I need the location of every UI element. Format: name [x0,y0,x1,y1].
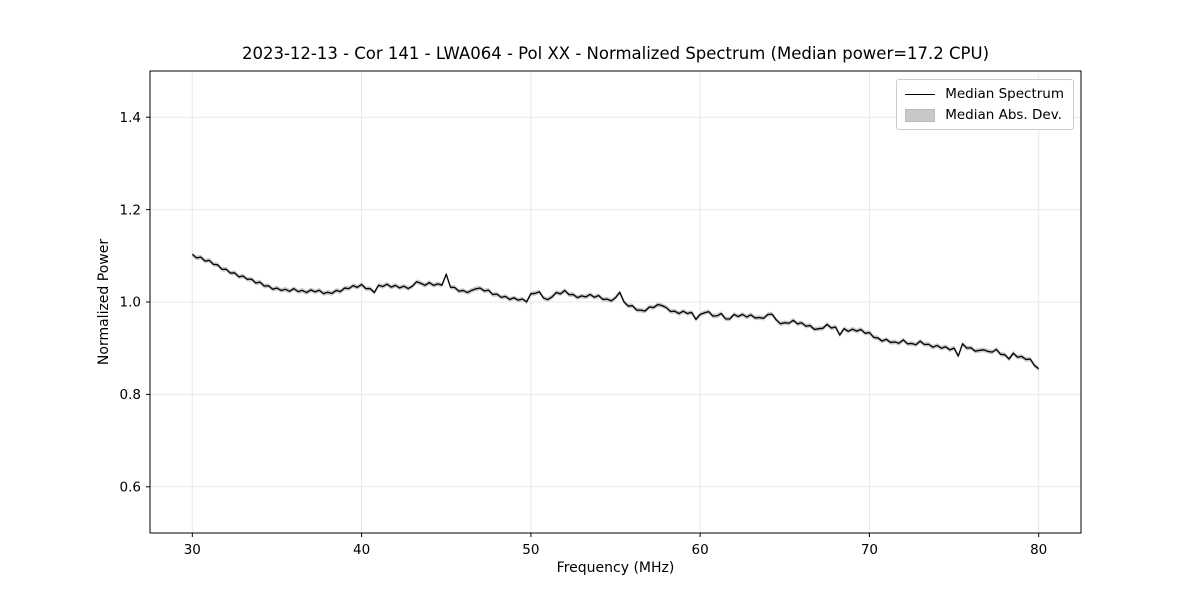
legend-patch-swatch-icon [905,108,936,122]
median-spectrum-line [191,253,1040,370]
y-tick-label: 1.0 [120,295,141,311]
x-tick-label: 30 [184,542,201,558]
legend-label: Median Abs. Dev. [945,107,1062,123]
x-tick-label: 40 [353,542,370,558]
legend-label: Median Spectrum [945,86,1064,102]
x-tick-label: 60 [692,542,709,558]
legend-item-median-abs-dev: Median Abs. Dev. [905,107,1064,123]
legend: Median Spectrum Median Abs. Dev. [896,79,1074,130]
x-tick-label: 80 [1030,542,1047,558]
legend-item-median-spectrum: Median Spectrum [905,86,1064,102]
x-tick-label: 50 [522,542,539,558]
y-axis-label: Normalized Power [96,238,112,366]
x-tick-label: 70 [861,542,878,558]
y-tick-label: 0.8 [120,387,141,403]
y-tick-label: 0.6 [120,480,141,496]
mad-band [192,252,1039,372]
x-axis-label: Frequency (MHz) [556,560,675,576]
legend-line-swatch-icon [905,93,936,95]
y-tick-label: 1.4 [120,110,141,126]
plot-title: 2023-12-13 - Cor 141 - LWA064 - Pol XX -… [241,44,990,63]
y-tick-label: 1.2 [120,202,141,218]
